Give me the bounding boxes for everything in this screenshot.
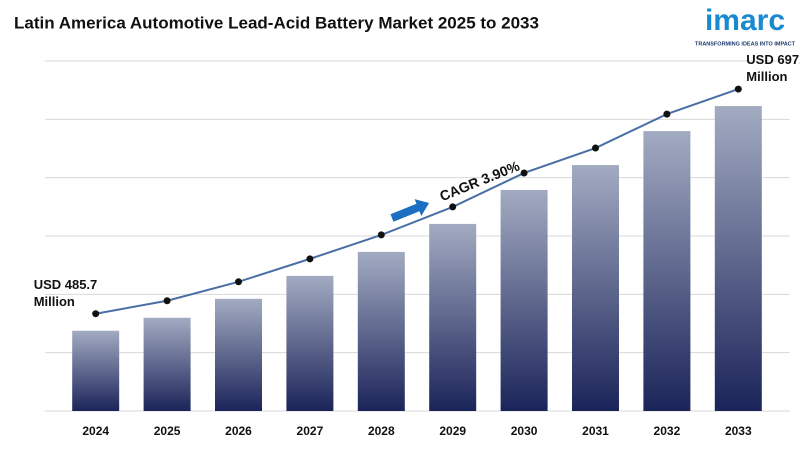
bar <box>714 106 762 412</box>
trend-line <box>95 88 739 315</box>
trend-point <box>734 85 742 93</box>
arrow <box>390 199 430 222</box>
trend-point <box>235 278 242 286</box>
x-tick-label: 2028 <box>368 424 395 438</box>
x-tick-label: 2025 <box>154 424 181 438</box>
x-tick-label: 2024 <box>82 424 109 438</box>
bar <box>500 189 548 411</box>
chart-title: Latin America Automotive Lead-Acid Batte… <box>14 13 539 32</box>
x-tick-label: 2029 <box>439 424 466 438</box>
value-label: USD 697.5 Million <box>746 52 800 85</box>
value-label: USD 485.7 Million <box>33 276 98 309</box>
trend-point <box>449 203 457 211</box>
trend-point <box>306 255 314 263</box>
trend-point <box>163 297 171 305</box>
x-tick-label: 2030 <box>511 424 538 438</box>
trend-point <box>592 144 599 152</box>
bar <box>72 330 120 411</box>
bar <box>357 251 405 411</box>
x-tick-label: 2033 <box>725 424 752 438</box>
trend-point <box>92 310 100 318</box>
bar <box>143 317 191 411</box>
bar <box>643 131 691 411</box>
x-tick-label: 2032 <box>654 424 681 438</box>
bar <box>429 223 477 411</box>
trend-point <box>377 231 385 239</box>
bar <box>572 165 619 411</box>
x-tick-label: 2031 <box>582 424 609 438</box>
x-tick-label: 2027 <box>297 424 324 438</box>
bar <box>286 275 334 411</box>
cagr-arrow <box>390 199 430 222</box>
x-tick-label: 2026 <box>225 424 252 438</box>
trend-point <box>663 110 671 118</box>
trend-point <box>520 169 528 177</box>
brand-logo: imarc <box>705 4 785 37</box>
bar <box>215 298 262 411</box>
brand-tagline: TRANSFORMING IDEAS INTO IMPACT <box>695 41 796 47</box>
